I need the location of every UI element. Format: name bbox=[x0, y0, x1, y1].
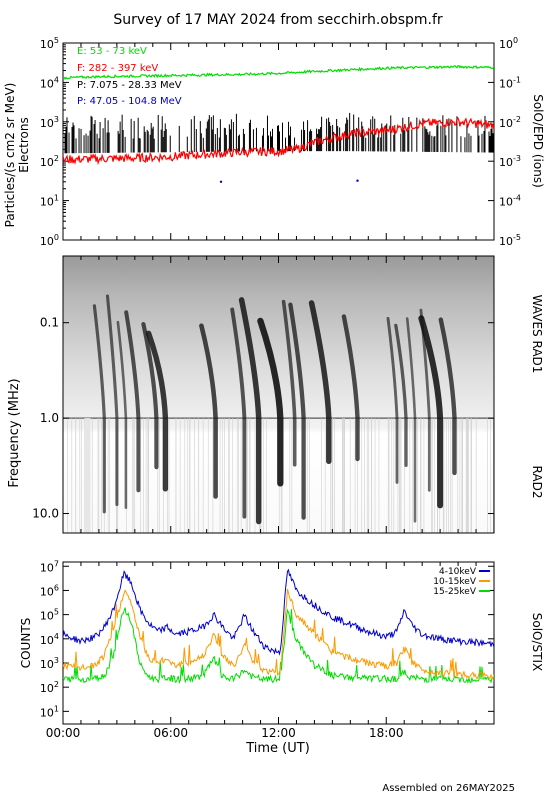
y-tick-label: 103 bbox=[40, 115, 59, 130]
particles-legend-e: E: 53 - 73 keV bbox=[77, 46, 147, 57]
proton-point bbox=[356, 179, 359, 182]
radio-burst bbox=[105, 294, 119, 507]
stix-panel: 101 102 103 104 105 106 107 4-10keV10-15keV15-… bbox=[19, 43, 544, 756]
counts-tick-label: 106 bbox=[40, 583, 59, 598]
y-tick-label: 100 bbox=[40, 233, 59, 248]
radio-burst bbox=[141, 322, 159, 470]
radio-burst bbox=[230, 307, 247, 519]
radio-burst bbox=[92, 304, 106, 514]
radio-burst bbox=[418, 315, 444, 509]
waves-panel: 0.1 1.0 10.0 Frequency (MHz) WAVES RAD1 RA… bbox=[7, 255, 544, 534]
radio-burst bbox=[257, 317, 284, 487]
radio-burst bbox=[124, 310, 141, 493]
stix-series-line-2 bbox=[63, 607, 494, 685]
counts-tick-label: 107 bbox=[40, 559, 59, 574]
radio-burst bbox=[386, 316, 399, 484]
spectrogram-bursts bbox=[63, 294, 494, 533]
counts-tick-label: 105 bbox=[40, 608, 59, 623]
time-tick-label: 00:00 bbox=[46, 726, 81, 740]
radio-burst bbox=[308, 300, 332, 465]
waves-y-ticks: 0.1 1.0 10.0 bbox=[32, 316, 494, 521]
y-tick-label: 102 bbox=[40, 154, 59, 169]
right-tick-label: 100 bbox=[499, 36, 518, 51]
right-tick-label: 10-4 bbox=[499, 194, 521, 209]
stix-y-ticks: 101 102 103 104 105 106 107 bbox=[40, 559, 494, 719]
particles-right-label: SolO/EPD (ions) bbox=[531, 94, 545, 188]
stix-legend-label: 4-10keV bbox=[439, 567, 477, 577]
right-tick-label: 10-3 bbox=[499, 154, 521, 169]
radio-burst bbox=[405, 317, 417, 523]
counts-tick-label: 101 bbox=[40, 704, 59, 719]
right-tick-label: 10-5 bbox=[499, 233, 521, 248]
radio-burst bbox=[116, 320, 128, 509]
figure-title: Survey of 17 MAY 2024 from secchirh.obsp… bbox=[113, 12, 443, 28]
y-tick-label: 104 bbox=[40, 75, 59, 90]
data-gap bbox=[84, 418, 91, 533]
stix-right-label: SolO/STIX bbox=[530, 613, 544, 672]
freq-tick-label: 10.0 bbox=[32, 507, 59, 521]
radio-burst bbox=[438, 317, 457, 476]
waves-right-label-rad1: WAVES RAD1 bbox=[530, 295, 544, 374]
stix-series-line-0 bbox=[63, 568, 494, 656]
time-tick-label: 06:00 bbox=[153, 726, 188, 740]
series-line-1 bbox=[63, 116, 494, 166]
y-tick-label: 101 bbox=[40, 194, 59, 209]
radio-burst bbox=[238, 297, 262, 525]
radio-burst bbox=[199, 323, 218, 499]
right-tick-label: 10-2 bbox=[499, 115, 521, 130]
particles-series bbox=[63, 64, 494, 184]
particles-legend-p-low: P: 7.075 - 28.33 MeV bbox=[77, 80, 182, 91]
radio-burst bbox=[288, 302, 306, 520]
radio-burst bbox=[281, 299, 297, 467]
particles-ylabel: Particles/(s cm2 sr MeV) bbox=[3, 83, 17, 228]
freq-tick-label: 1.0 bbox=[40, 411, 59, 425]
particles-legend-p-high: P: 47.05 - 104.8 MeV bbox=[77, 96, 182, 107]
particles-right-ticks: 10-5 10-4 10-3 10-2 10-1 100 bbox=[499, 36, 521, 248]
counts-tick-label: 102 bbox=[40, 680, 59, 695]
waves-ylabel: Frequency (MHz) bbox=[7, 378, 22, 487]
stix-x-ticks: 00:00 06:00 12:00 18:00 bbox=[46, 43, 495, 740]
waves-right-label-rad2: RAD2 bbox=[530, 466, 544, 499]
proton-point bbox=[219, 180, 223, 184]
stix-ylabel: COUNTS bbox=[19, 618, 33, 669]
counts-tick-label: 103 bbox=[40, 656, 59, 671]
series-line-0 bbox=[63, 64, 494, 80]
y-tick-label: 105 bbox=[40, 36, 59, 51]
radio-burst bbox=[145, 330, 169, 492]
stix-series-line-1 bbox=[63, 588, 494, 681]
stix-legend-label: 10-15keV bbox=[433, 577, 477, 587]
right-tick-label: 10-1 bbox=[499, 75, 521, 90]
particles-legend-f: F: 282 - 397 keV bbox=[77, 63, 158, 74]
counts-tick-label: 104 bbox=[40, 632, 59, 647]
radio-burst bbox=[394, 323, 408, 468]
stix-frame bbox=[62, 561, 495, 725]
footer-assembled: Assembled on 26MAY2025 bbox=[382, 783, 515, 794]
particles-ylabel-2: Electrons bbox=[17, 117, 31, 172]
freq-tick-label: 0.1 bbox=[40, 316, 59, 330]
time-tick-label: 12:00 bbox=[261, 726, 296, 740]
stix-legend-label: 15-25keV bbox=[433, 587, 477, 597]
stix-series bbox=[63, 568, 494, 685]
time-tick-label: 18:00 bbox=[369, 726, 404, 740]
radio-burst bbox=[341, 314, 360, 462]
stix-xlabel: Time (UT) bbox=[245, 741, 310, 756]
